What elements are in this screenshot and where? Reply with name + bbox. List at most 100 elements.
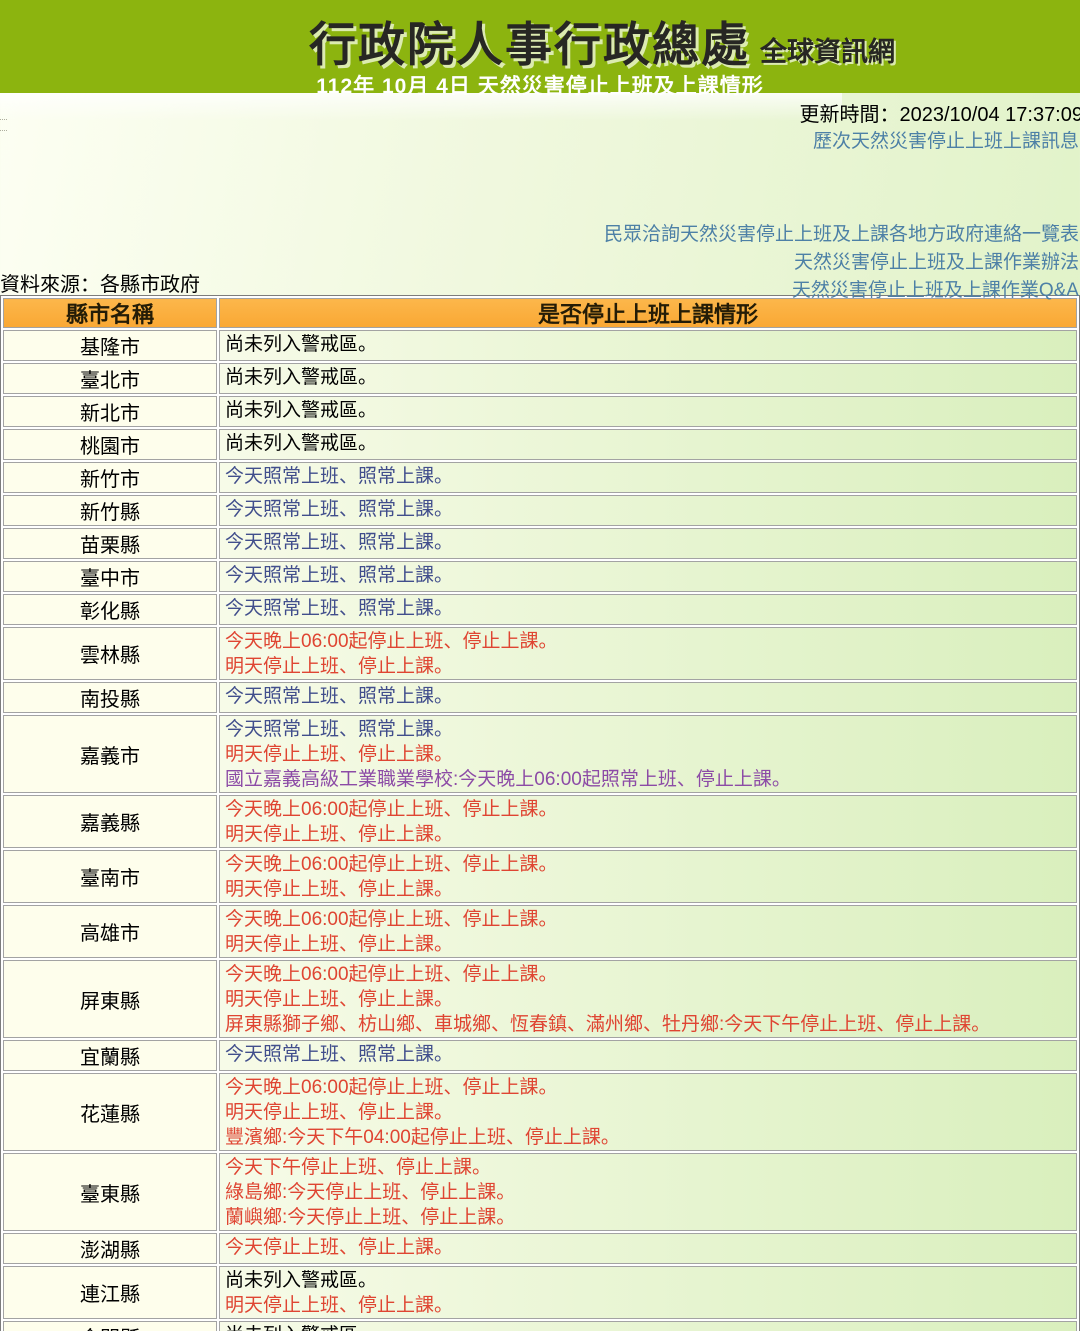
table-row: 新竹市 今天照常上班、照常上課。 [3, 462, 1077, 493]
status-cell: 尚未列入警戒區。 [219, 330, 1077, 361]
meta-zone: 更新時間：2023/10/04 17:37:09 歷次天然災害停止上班上課訊息 … [0, 93, 1080, 301]
data-source-note: 資料來源：各縣市政府 [0, 274, 200, 296]
city-name: 臺中市 [3, 561, 217, 592]
city-name: 雲林縣 [3, 627, 217, 680]
status-cell: 今天照常上班、照常上課。 [219, 594, 1077, 625]
status-line: 今天照常上班、照常上課。 [225, 686, 454, 707]
link-suspension-qa[interactable]: 天然災害停止上班及上課作業Q&A [791, 280, 1079, 301]
table-header-row: 縣市名稱 是否停止上班上課情形 [3, 298, 1077, 328]
table-row: 南投縣 今天照常上班、照常上課。 [3, 682, 1077, 713]
table-row: 苗栗縣 今天照常上班、照常上課。 [3, 528, 1077, 559]
site-title-suffix: 全球資訊網 [760, 37, 895, 67]
status-line: 今天晚上06:00起停止上班、停止上課。 [225, 909, 558, 930]
status-line: 今天晚上06:00起停止上班、停止上課。 [225, 854, 558, 875]
update-time: 更新時間：2023/10/04 17:37:09 [799, 104, 1080, 126]
status-cell: 今天晚上06:00起停止上班、停止上課。 明天停止上班、停止上課。 豐濱鄉:今天下午… [219, 1073, 1077, 1151]
status-cell: 今天照常上班、照常上課。 [219, 561, 1077, 592]
status-cell: 今天照常上班、照常上課。 [219, 528, 1077, 559]
table-row: 雲林縣 今天晚上06:00起停止上班、停止上課。 明天停止上班、停止上課。 [3, 627, 1077, 680]
table-row: 臺南市 今天晚上06:00起停止上班、停止上課。 明天停止上班、停止上課。 [3, 850, 1077, 903]
status-line: 明天停止上班、停止上課。 [225, 989, 454, 1010]
status-line: 明天停止上班、停止上課。 [225, 824, 454, 845]
status-cell: 今天下午停止上班、停止上課。綠島鄉:今天停止上班、停止上課。 蘭嶼鄉:今天停止上班… [219, 1153, 1077, 1231]
status-cell: 今天晚上06:00起停止上班、停止上課。 明天停止上班、停止上課。 [219, 795, 1077, 848]
status-line: 今天照常上班、照常上課。 [225, 598, 454, 619]
city-name: 嘉義縣 [3, 795, 217, 848]
status-line: 明天停止上班、停止上課。 [225, 934, 454, 955]
header-banner: 行政院人事行政總處 全球資訊網 112年 10月 4日 天然災害停止上班及上課情形 [0, 0, 1080, 98]
suspension-status-table: 縣市名稱 是否停止上班上課情形 基隆市 尚未列入警戒區。 臺北市 尚未列入警戒區。 新北… [0, 295, 1080, 1331]
city-name: 宜蘭縣 [3, 1040, 217, 1071]
city-name: 彰化縣 [3, 594, 217, 625]
status-cell: 今天晚上06:00起停止上班、停止上課。 明天停止上班、停止上課。 屏東縣獅子鄉、枋… [219, 960, 1077, 1038]
status-line: 尚未列入警戒區。 [225, 1270, 378, 1291]
status-cell: 今天照常上班、照常上課。 [219, 462, 1077, 493]
link-history-announcements[interactable]: 歷次天然災害停止上班上課訊息 [812, 131, 1079, 152]
status-line: 今天下午停止上班、停止上課。 [225, 1157, 492, 1178]
status-line: 明天停止上班、停止上課。 [225, 1295, 454, 1316]
table-row: 基隆市 尚未列入警戒區。 [3, 330, 1077, 361]
city-name: 新竹市 [3, 462, 217, 493]
status-line: 今天晚上06:00起停止上班、停止上課。 [225, 631, 558, 652]
status-table-rows: 基隆市 尚未列入警戒區。 臺北市 尚未列入警戒區。 新北市 尚未列入警戒區。 桃園市 尚未列入… [3, 330, 1077, 1331]
table-row: 桃園市 尚未列入警戒區。 [3, 429, 1077, 460]
status-cell: 今天晚上06:00起停止上班、停止上課。 明天停止上班、停止上課。 [219, 905, 1077, 958]
table-row: 嘉義市 今天照常上班、照常上課。 明天停止上班、停止上課。 國立嘉義高級工業職業學校:… [3, 715, 1077, 793]
status-line: 今天照常上班、照常上課。 [225, 719, 454, 740]
status-line: 尚未列入警戒區。 [225, 334, 378, 355]
site-title-line: 行政院人事行政總處 全球資訊網 [62, 6, 1080, 75]
table-row: 高雄市 今天晚上06:00起停止上班、停止上課。 明天停止上班、停止上課。 [3, 905, 1077, 958]
city-name: 新北市 [3, 396, 217, 427]
city-name: 花蓮縣 [3, 1073, 217, 1151]
status-line: 綠島鄉:今天停止上班、停止上課。 [225, 1182, 516, 1203]
column-header-status: 是否停止上班上課情形 [219, 298, 1077, 328]
status-line: 明天停止上班、停止上課。 [225, 744, 454, 765]
city-name: 屏東縣 [3, 960, 217, 1038]
city-name: 臺北市 [3, 363, 217, 394]
table-row: 新北市 尚未列入警戒區。 [3, 396, 1077, 427]
city-name: 金門縣 [3, 1321, 217, 1331]
city-name: 新竹縣 [3, 495, 217, 526]
city-name: 連江縣 [3, 1266, 217, 1319]
status-line: 尚未列入警戒區。 [225, 400, 378, 421]
city-name: 苗栗縣 [3, 528, 217, 559]
status-line: 明天停止上班、停止上課。 [225, 656, 454, 677]
table-row: 新竹縣 今天照常上班、照常上課。 [3, 495, 1077, 526]
status-line: 蘭嶼鄉:今天停止上班、停止上課。 [225, 1207, 516, 1228]
column-header-city: 縣市名稱 [3, 298, 217, 328]
status-cell: 今天照常上班、照常上課。 [219, 1040, 1077, 1071]
site-title: 行政院人事行政總處 [309, 18, 750, 71]
table-row: 金門縣尚未列入警戒區。 [3, 1321, 1077, 1331]
status-line: 豐濱鄉:今天下午04:00起停止上班、停止上課。 [225, 1127, 620, 1148]
status-cell: 尚未列入警戒區。 [219, 1321, 1077, 1331]
link-local-gov-contact-list[interactable]: 民眾洽詢天然災害停止上班及上課各地方政府連絡一覽表 [603, 224, 1079, 245]
status-cell: 尚未列入警戒區。 [219, 429, 1077, 460]
status-cell: 今天照常上班、照常上課。 明天停止上班、停止上課。 國立嘉義高級工業職業學校:今天晚… [219, 715, 1077, 793]
status-cell: 今天晚上06:00起停止上班、停止上課。 明天停止上班、停止上課。 [219, 627, 1077, 680]
table-row: 屏東縣 今天晚上06:00起停止上班、停止上課。 明天停止上班、停止上課。 屏東縣獅子… [3, 960, 1077, 1038]
status-line: 今天照常上班、照常上課。 [225, 466, 454, 487]
status-cell: 尚未列入警戒區。 [219, 396, 1077, 427]
status-line: 明天停止上班、停止上課。 [225, 879, 454, 900]
status-line: 今天停止上班、停止上課。 [225, 1237, 454, 1258]
status-cell: 今天照常上班、照常上課。 [219, 682, 1077, 713]
table-row: 臺中市 今天照常上班、照常上課。 [3, 561, 1077, 592]
city-name: 臺南市 [3, 850, 217, 903]
table-row: 澎湖縣 今天停止上班、停止上課。 [3, 1233, 1077, 1264]
status-line: 尚未列入警戒區。 [225, 1323, 1071, 1331]
status-line: 今天照常上班、照常上課。 [225, 499, 454, 520]
status-line: 今天晚上06:00起停止上班、停止上課。 [225, 799, 558, 820]
status-line: 屏東縣獅子鄉、枋山鄉、車城鄉、恆春鎮、滿州鄉、牡丹鄉:今天下午停止上班、停止上課… [225, 1014, 991, 1035]
status-cell: 尚未列入警戒區。明天停止上班、停止上課。 [219, 1266, 1077, 1319]
link-suspension-regulation[interactable]: 天然災害停止上班及上課作業辦法 [793, 252, 1079, 273]
status-line: 今天照常上班、照常上課。 [225, 1044, 454, 1065]
status-cell: 尚未列入警戒區。 [219, 363, 1077, 394]
city-name: 臺東縣 [3, 1153, 217, 1231]
table-row: 連江縣 尚未列入警戒區。明天停止上班、停止上課。 [3, 1266, 1077, 1319]
status-line: 今天照常上班、照常上課。 [225, 565, 454, 586]
status-line: 今天晚上06:00起停止上班、停止上課。 [225, 1077, 558, 1098]
table-row: 宜蘭縣 今天照常上班、照常上課。 [3, 1040, 1077, 1071]
table-row: 彰化縣 今天照常上班、照常上課。 [3, 594, 1077, 625]
status-cell: 今天晚上06:00起停止上班、停止上課。 明天停止上班、停止上課。 [219, 850, 1077, 903]
city-name: 南投縣 [3, 682, 217, 713]
